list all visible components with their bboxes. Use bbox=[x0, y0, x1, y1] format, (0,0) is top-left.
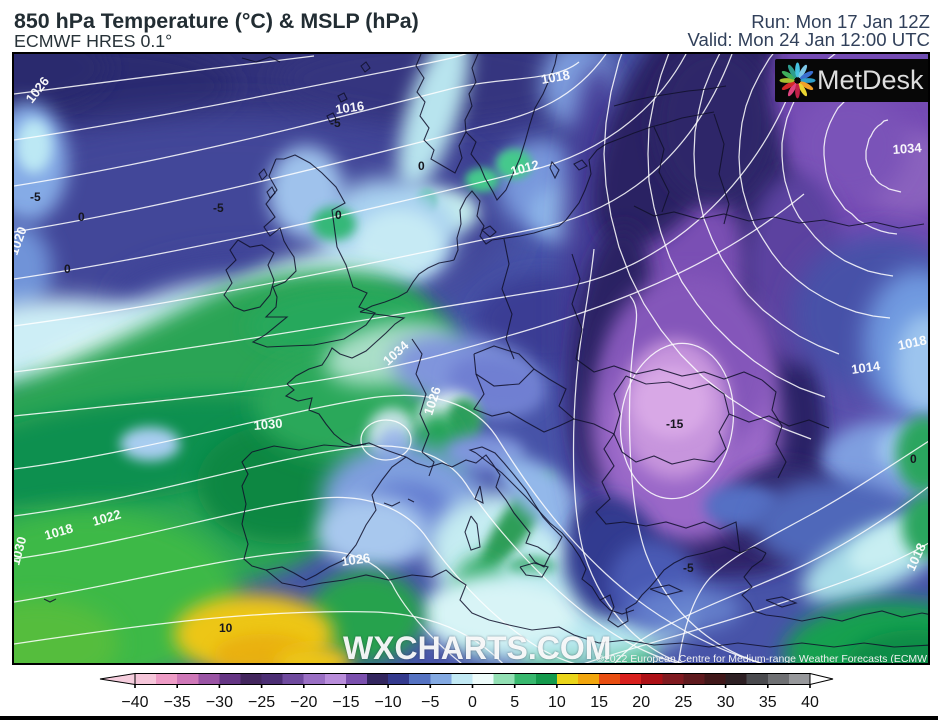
svg-text:-5: -5 bbox=[330, 116, 341, 130]
svg-text:−10: −10 bbox=[375, 694, 402, 711]
svg-text:−20: −20 bbox=[290, 694, 317, 711]
svg-text:10: 10 bbox=[219, 621, 233, 635]
svg-text:1018: 1018 bbox=[897, 332, 928, 353]
svg-text:5: 5 bbox=[510, 694, 519, 711]
svg-text:25: 25 bbox=[675, 694, 693, 711]
svg-text:20: 20 bbox=[632, 694, 650, 711]
svg-text:30: 30 bbox=[717, 694, 735, 711]
svg-text:40: 40 bbox=[801, 694, 819, 711]
svg-text:0: 0 bbox=[64, 262, 71, 276]
svg-text:−5: −5 bbox=[421, 694, 439, 711]
svg-text:−35: −35 bbox=[164, 694, 191, 711]
svg-text:0: 0 bbox=[335, 208, 342, 222]
svg-text:-5: -5 bbox=[683, 561, 694, 575]
svg-text:1016: 1016 bbox=[334, 98, 365, 117]
svg-text:−30: −30 bbox=[206, 694, 233, 711]
svg-text:−15: −15 bbox=[332, 694, 359, 711]
svg-text:0: 0 bbox=[78, 210, 85, 224]
svg-text:35: 35 bbox=[759, 694, 777, 711]
svg-text:0: 0 bbox=[910, 452, 917, 466]
svg-text:0: 0 bbox=[418, 159, 425, 173]
svg-text:-5: -5 bbox=[213, 201, 224, 215]
svg-text:−25: −25 bbox=[248, 694, 275, 711]
svg-text:-5: -5 bbox=[30, 190, 41, 204]
svg-text:-15: -15 bbox=[666, 417, 684, 431]
svg-text:1018: 1018 bbox=[540, 67, 571, 87]
svg-text:1034: 1034 bbox=[892, 140, 923, 157]
svg-text:1030: 1030 bbox=[253, 416, 283, 433]
svg-text:10: 10 bbox=[548, 694, 566, 711]
svg-text:1014: 1014 bbox=[850, 358, 881, 377]
svg-text:1026: 1026 bbox=[340, 550, 371, 569]
svg-text:15: 15 bbox=[590, 694, 608, 711]
svg-text:−40: −40 bbox=[121, 694, 148, 711]
svg-text:0: 0 bbox=[468, 694, 477, 711]
svg-text:1012: 1012 bbox=[509, 157, 541, 179]
